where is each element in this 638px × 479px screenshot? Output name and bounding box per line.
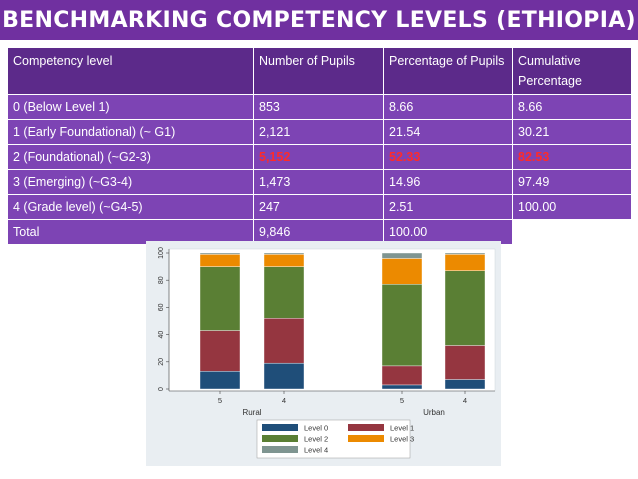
table-cell: 97.49 bbox=[512, 169, 632, 195]
table-cell: 853 bbox=[253, 94, 384, 120]
table-header-row: Competency level Number of Pupils Percen… bbox=[7, 47, 632, 95]
bar-segment-level-3 bbox=[381, 258, 423, 285]
legend-label: Level 0 bbox=[304, 424, 328, 433]
legend-swatch bbox=[262, 446, 298, 453]
table-cell: 4 (Grade level) (~G4-5) bbox=[7, 194, 254, 220]
legend-swatch bbox=[348, 424, 384, 431]
chart-svg: 0 20 40 60 80 100 5 4 5 4 Rural Urban Level 0 Level 1… bbox=[158, 247, 496, 459]
x-tick-label: 5 bbox=[218, 396, 222, 405]
legend-label: Level 3 bbox=[390, 435, 414, 444]
bar-segment-level-3 bbox=[263, 254, 305, 267]
legend-swatch bbox=[262, 424, 298, 431]
y-tick-label: 60 bbox=[158, 303, 165, 311]
header-percentage-of-pupils: Percentage of Pupils bbox=[383, 47, 513, 95]
bar-segment-level-1 bbox=[199, 330, 241, 372]
y-tick-label: 80 bbox=[158, 276, 165, 284]
bar-segment-level-4 bbox=[199, 252, 241, 255]
legend-label: Level 2 bbox=[304, 435, 328, 444]
header-competency-level: Competency level bbox=[7, 47, 254, 95]
legend-swatch bbox=[348, 435, 384, 442]
table-cell: 1,473 bbox=[253, 169, 384, 195]
table-cell: 2,121 bbox=[253, 119, 384, 145]
y-tick-label: 20 bbox=[158, 358, 165, 366]
table-cell: 247 bbox=[253, 194, 384, 220]
table-row: 3 (Emerging) (~G3-4) 1,473 14.96 97.49 bbox=[7, 169, 632, 195]
table-row: 4 (Grade level) (~G4-5) 247 2.51 100.00 bbox=[7, 194, 632, 220]
table-total-row: Total 9,846 100.00 bbox=[7, 219, 632, 245]
table-cell: 21.54 bbox=[383, 119, 513, 145]
bar-segment-level-2 bbox=[199, 266, 241, 331]
legend-swatch bbox=[262, 435, 298, 442]
bar-segment-level-3 bbox=[199, 254, 241, 267]
bar-segment-level-1 bbox=[263, 318, 305, 364]
slide-title: BENCHMARKING COMPETENCY LEVELS (ETHIOPIA… bbox=[0, 0, 638, 40]
bar-segment-level-1 bbox=[381, 365, 423, 386]
x-tick-label: 5 bbox=[400, 396, 404, 405]
y-tick-label: 100 bbox=[158, 247, 165, 259]
table-cell: 8.66 bbox=[512, 94, 632, 120]
table-cell-highlighted: 82.53 bbox=[512, 144, 632, 170]
table-cell: 3 (Emerging) (~G3-4) bbox=[7, 169, 254, 195]
x-tick-label: 4 bbox=[282, 396, 286, 405]
table-cell: 0 (Below Level 1) bbox=[7, 94, 254, 120]
bar-segment-level-0 bbox=[263, 362, 305, 390]
group-label: Urban bbox=[423, 408, 445, 417]
table-cell: 1 (Early Foundational) (~ G1) bbox=[7, 119, 254, 145]
stacked-bar-chart: 0 20 40 60 80 100 5 4 5 4 Rural Urban Level 0 Level 1… bbox=[146, 241, 501, 466]
header-cumulative-percentage: Cumulative Percentage bbox=[512, 47, 632, 95]
table-cell-highlighted: 5,152 bbox=[253, 144, 384, 170]
bar-segment-level-2 bbox=[263, 266, 305, 319]
table-row-highlighted: 2 (Foundational) (~G2-3) 5,152 52.33 82.… bbox=[7, 144, 632, 170]
table-row: 1 (Early Foundational) (~ G1) 2,121 21.5… bbox=[7, 119, 632, 145]
table-cell: Total bbox=[7, 219, 254, 245]
bar-segment-level-2 bbox=[381, 284, 423, 367]
bar-segment-level-0 bbox=[381, 384, 423, 390]
table-cell: 14.96 bbox=[383, 169, 513, 195]
table-cell: 30.21 bbox=[512, 119, 632, 145]
bar-segment-level-4 bbox=[444, 252, 486, 255]
table-cell-highlighted: 52.33 bbox=[383, 144, 513, 170]
table-cell: 8.66 bbox=[383, 94, 513, 120]
bar-segment-level-1 bbox=[444, 345, 486, 380]
bar-segment-level-0 bbox=[444, 379, 486, 390]
table-cell: 2.51 bbox=[383, 194, 513, 220]
bar-segment-level-3 bbox=[444, 254, 486, 271]
table-row: 0 (Below Level 1) 853 8.66 8.66 bbox=[7, 94, 632, 120]
header-number-of-pupils: Number of Pupils bbox=[253, 47, 384, 95]
legend-label: Level 4 bbox=[304, 446, 328, 455]
group-label: Rural bbox=[242, 408, 261, 417]
legend-label: Level 1 bbox=[390, 424, 414, 433]
bar-segment-level-2 bbox=[444, 270, 486, 346]
table-cell: 2 (Foundational) (~G2-3) bbox=[7, 144, 254, 170]
table-cell: 100.00 bbox=[512, 194, 632, 220]
benchmark-table: Competency level Number of Pupils Percen… bbox=[7, 47, 632, 245]
y-tick-label: 0 bbox=[158, 387, 165, 391]
table-cell-empty bbox=[512, 219, 632, 245]
y-tick-label: 40 bbox=[158, 331, 165, 339]
bar-segment-level-0 bbox=[199, 371, 241, 390]
bar-segment-level-4 bbox=[381, 252, 423, 259]
bar-segment-level-4 bbox=[263, 252, 305, 255]
x-tick-label: 4 bbox=[463, 396, 467, 405]
